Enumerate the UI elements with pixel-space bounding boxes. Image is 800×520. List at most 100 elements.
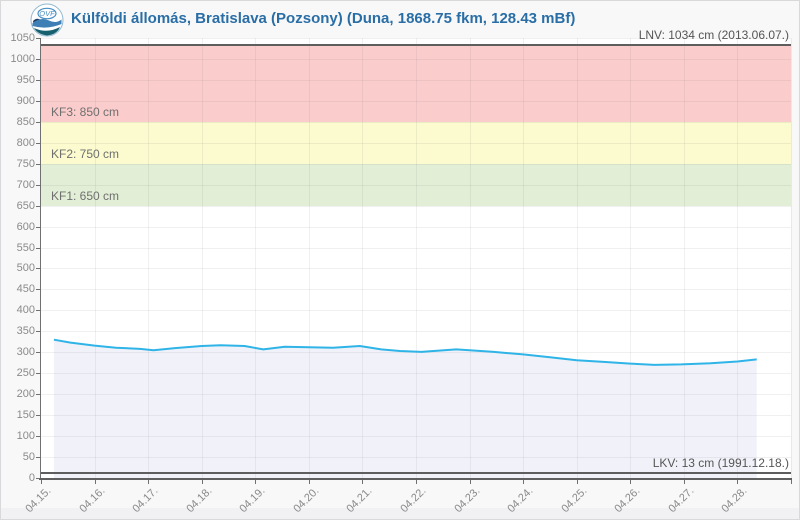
band-label-kf3: KF3: 850 cm xyxy=(51,104,120,119)
y-tick-label: 750 xyxy=(16,157,35,170)
y-tick-label: 50 xyxy=(22,451,35,464)
y-tick-label: 800 xyxy=(16,136,35,149)
horizontal-gridline xyxy=(41,373,791,375)
y-tick xyxy=(36,226,40,228)
ovf-logo-icon: OVF xyxy=(30,3,64,37)
y-tick-label: 450 xyxy=(16,283,35,296)
x-tick xyxy=(201,480,203,484)
y-tick-label: 300 xyxy=(16,346,35,359)
horizontal-gridline xyxy=(41,247,791,249)
horizontal-gridline xyxy=(41,268,791,270)
y-tick-label: 350 xyxy=(16,325,35,338)
y-tick xyxy=(36,415,40,417)
y-tick xyxy=(36,457,40,459)
x-tick xyxy=(94,480,96,484)
vertical-gridline xyxy=(201,38,203,478)
horizontal-gridline xyxy=(41,289,791,291)
y-tick xyxy=(36,100,40,102)
vertical-gridline xyxy=(737,38,739,478)
horizontal-gridline xyxy=(41,394,791,396)
horizontal-gridline xyxy=(41,310,791,312)
vertical-gridline xyxy=(416,38,417,478)
bottom-strip xyxy=(1,508,799,519)
y-tick-label: 500 xyxy=(16,262,35,275)
y-tick xyxy=(36,310,40,312)
y-tick xyxy=(36,436,40,438)
y-tick-label: 200 xyxy=(16,388,35,401)
y-tick-label: 950 xyxy=(16,73,35,86)
y-tick-label: 650 xyxy=(16,199,35,212)
reference-line-lnv xyxy=(41,43,791,46)
y-tick-label: 100 xyxy=(16,430,35,443)
y-tick xyxy=(36,352,40,354)
vertical-gridline xyxy=(791,38,792,478)
reference-label-lnv: LNV: 1034 cm (2013.06.07.) xyxy=(638,27,789,42)
vertical-gridline xyxy=(630,38,632,478)
x-tick xyxy=(630,480,632,484)
y-tick-label: 1000 xyxy=(10,52,35,65)
vertical-gridline xyxy=(362,38,364,478)
vertical-gridline xyxy=(308,38,310,478)
x-tick xyxy=(737,480,739,484)
x-tick xyxy=(683,480,685,484)
horizontal-gridline xyxy=(41,436,791,438)
y-tick-label: 150 xyxy=(16,409,35,422)
horizontal-gridline xyxy=(41,100,791,102)
vertical-gridline xyxy=(576,38,578,478)
vertical-gridline xyxy=(148,38,150,478)
y-tick xyxy=(36,205,40,207)
x-tick xyxy=(362,480,364,484)
warning-band-kf2 xyxy=(41,121,791,164)
vertical-gridline xyxy=(469,38,471,478)
y-tick xyxy=(36,163,40,165)
y-tick-label: 0 xyxy=(28,472,35,484)
horizontal-gridline xyxy=(41,163,791,165)
horizontal-gridline xyxy=(41,121,791,123)
y-tick-label: 400 xyxy=(16,304,35,317)
warning-band-kf1 xyxy=(41,163,791,206)
series-line xyxy=(53,338,757,366)
y-tick xyxy=(36,268,40,270)
logo-text: OVF xyxy=(39,9,55,18)
x-tick xyxy=(791,480,792,484)
reference-line-lkv xyxy=(41,471,791,474)
band-label-kf2: KF2: 750 cm xyxy=(51,146,120,161)
y-tick-label: 1050 xyxy=(10,32,35,44)
y-tick-label: 700 xyxy=(16,178,35,191)
y-tick-label: 550 xyxy=(16,241,35,254)
page-title: Külföldi állomás, Bratislava (Pozsony) (… xyxy=(71,10,576,27)
y-tick xyxy=(36,79,40,81)
y-tick xyxy=(36,373,40,375)
x-tick xyxy=(469,480,471,484)
horizontal-gridline xyxy=(41,79,791,81)
y-tick-label: 600 xyxy=(16,220,35,233)
x-tick xyxy=(41,480,42,484)
x-axis-line xyxy=(39,478,792,480)
vertical-gridline xyxy=(683,38,685,478)
horizontal-gridline xyxy=(41,184,791,186)
warning-band-kf3 xyxy=(41,44,791,122)
y-tick xyxy=(36,184,40,186)
y-tick xyxy=(36,289,40,291)
horizontal-gridline xyxy=(41,205,791,207)
series-area-fill xyxy=(53,339,757,478)
horizontal-gridline xyxy=(41,58,791,60)
y-tick-label: 850 xyxy=(16,115,35,128)
y-tick xyxy=(36,247,40,249)
horizontal-gridline xyxy=(41,331,791,333)
y-axis-line xyxy=(40,38,41,478)
y-tick xyxy=(36,331,40,333)
x-tick xyxy=(308,480,310,484)
y-tick xyxy=(36,38,40,39)
horizontal-gridline xyxy=(41,352,791,354)
y-tick xyxy=(36,142,40,144)
horizontal-gridline xyxy=(41,415,791,417)
vertical-gridline xyxy=(94,38,96,478)
x-tick xyxy=(523,480,525,484)
y-tick-label: 900 xyxy=(16,94,35,107)
x-tick xyxy=(255,480,257,484)
x-tick xyxy=(148,480,150,484)
y-tick xyxy=(36,478,40,479)
vertical-gridline xyxy=(255,38,257,478)
